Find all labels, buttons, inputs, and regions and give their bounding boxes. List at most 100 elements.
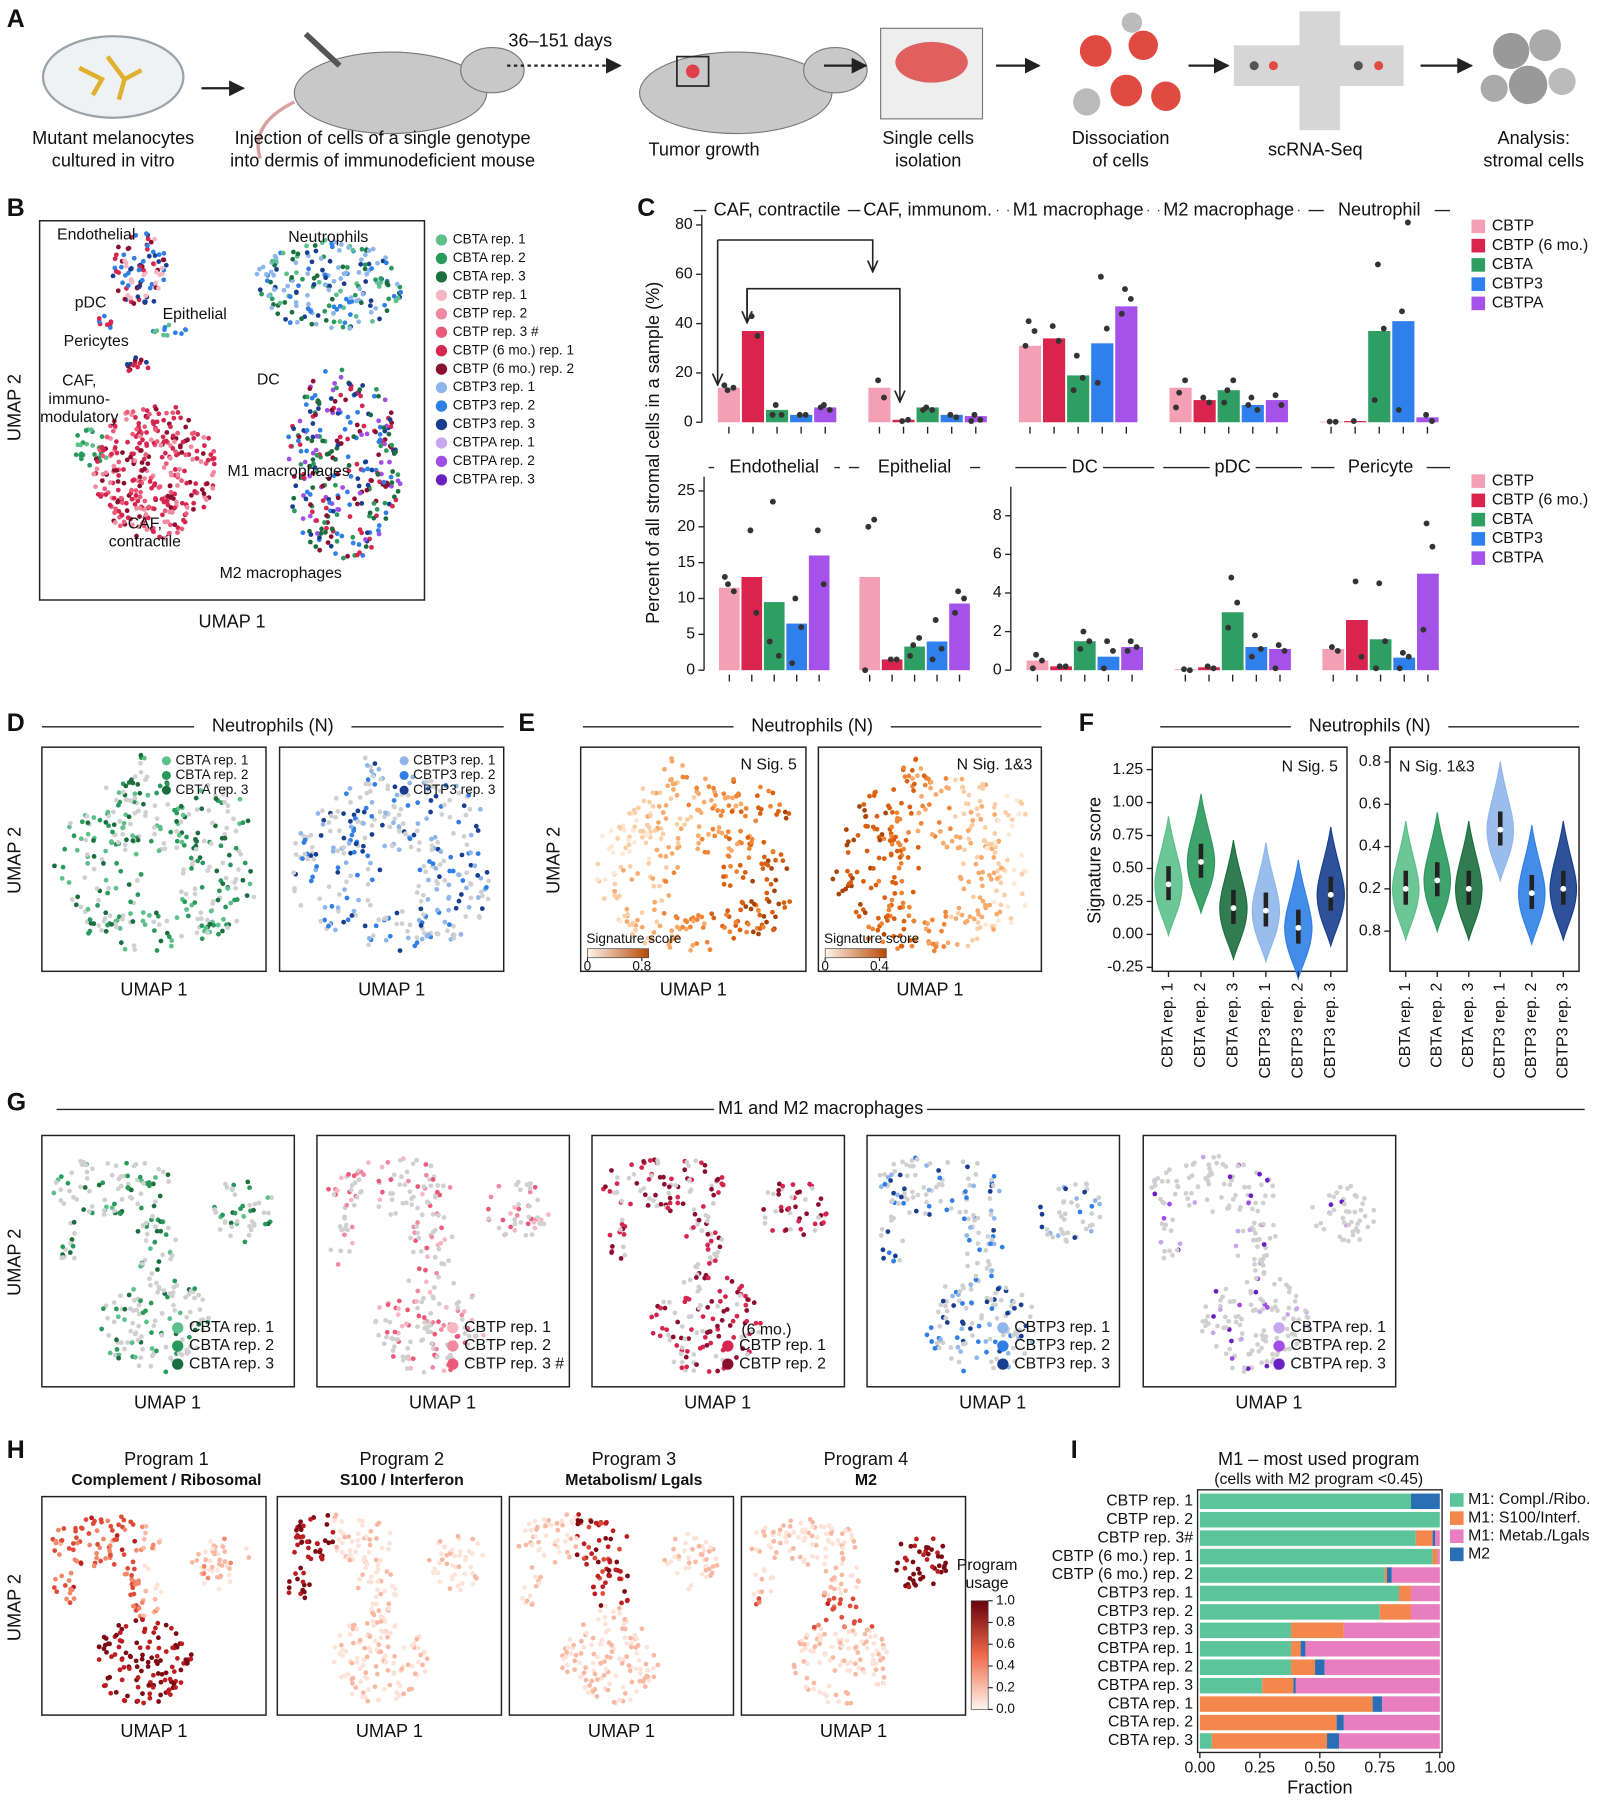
umap-point [999,1244,1005,1250]
umap-point [738,801,744,807]
umap-point [720,1182,726,1188]
umap-point [314,864,319,869]
umap-point [382,500,388,506]
umap-point [171,1302,176,1308]
umap-point [897,816,903,822]
umap-point [362,835,368,841]
umap-point [913,935,919,941]
umap-point [1083,1226,1089,1232]
umap-point [84,852,90,857]
panel-header: M1 and M2 macrophages [718,1098,923,1118]
umap-point [389,1583,395,1589]
umap-point [1190,1162,1196,1167]
umap-point [512,1205,517,1210]
umap-point [988,1297,994,1302]
umap-point [385,1302,391,1308]
umap-point [180,439,186,445]
umap-point [438,1327,444,1332]
umap-frame [866,1134,1121,1388]
umap-point [673,1183,679,1188]
umap-point [373,923,379,929]
umap-point [166,1179,172,1184]
umap-point [1203,1176,1208,1181]
umap-point [1010,1332,1016,1338]
umap-point [364,763,370,768]
umap-point [304,448,310,454]
umap-point [103,877,109,883]
umap-point [79,1525,84,1531]
umap-point [942,1284,948,1289]
umap-point [89,1166,95,1172]
umap-point [233,828,239,834]
umap-point [387,1682,393,1688]
umap-point [446,907,452,913]
umap-point [351,434,357,440]
umap-point [396,1306,401,1311]
umap-point [1016,811,1022,817]
umap-point [1208,1170,1213,1175]
umap-point [166,1225,171,1231]
umap-point [589,1551,595,1557]
umap-point [338,1674,344,1680]
umap-point [757,811,763,816]
umap-point [669,928,675,934]
umap-point [234,918,240,924]
legend-swatch [997,1340,1009,1352]
umap-point [138,760,143,766]
umap-point [423,1267,428,1273]
umap-point [703,1567,709,1573]
umap-point [481,1332,486,1338]
umap-point [340,485,346,490]
umap-point [328,534,334,539]
umap-point [320,822,326,827]
umap-point [645,1203,651,1208]
umap-point [905,855,911,860]
umap-point [390,1348,396,1353]
umap-point [449,1576,455,1582]
umap-point [973,1277,979,1283]
umap-point [1261,1242,1267,1247]
legend-label: CBTPA rep. 2 [453,453,535,468]
umap-point [1167,1201,1172,1207]
umap-point [903,837,909,843]
umap-point [459,1312,465,1318]
umap-point [182,899,188,905]
umap-point [346,841,352,846]
umap-point [701,1548,707,1553]
umap-point [152,481,158,487]
umap-point [354,1659,360,1665]
umap-point [228,1220,234,1226]
umap-point [721,881,727,887]
umap-point [687,1177,692,1183]
umap-point [557,1549,562,1555]
umap-point [342,887,347,892]
umap-point [337,303,343,309]
program-subtitle: S100 / Interferon [340,1472,464,1489]
umap-point [377,1305,382,1310]
umap-point [310,421,316,426]
umap-point [141,272,147,278]
cluster-label: contractile [109,533,181,550]
umap-point [748,906,754,912]
umap-point [909,768,915,773]
umap-point [944,844,950,850]
umap-point [343,397,348,403]
umap-point [383,516,389,521]
umap-point [637,1678,643,1684]
umap-point [616,1656,622,1662]
umap-point [142,498,148,504]
umap-points [291,755,492,953]
umap-point [152,825,157,830]
umap-point [96,316,102,321]
umap-point [363,537,368,542]
umap-point [680,924,686,930]
umap-point [324,513,329,519]
umap-point [330,387,336,393]
umap-point [641,798,647,804]
umap-point [332,1518,337,1524]
umap-point [458,892,464,897]
umap-point [383,915,389,921]
umap-point [865,824,871,829]
legend-swatch [435,252,448,265]
umap-point [814,1535,820,1540]
